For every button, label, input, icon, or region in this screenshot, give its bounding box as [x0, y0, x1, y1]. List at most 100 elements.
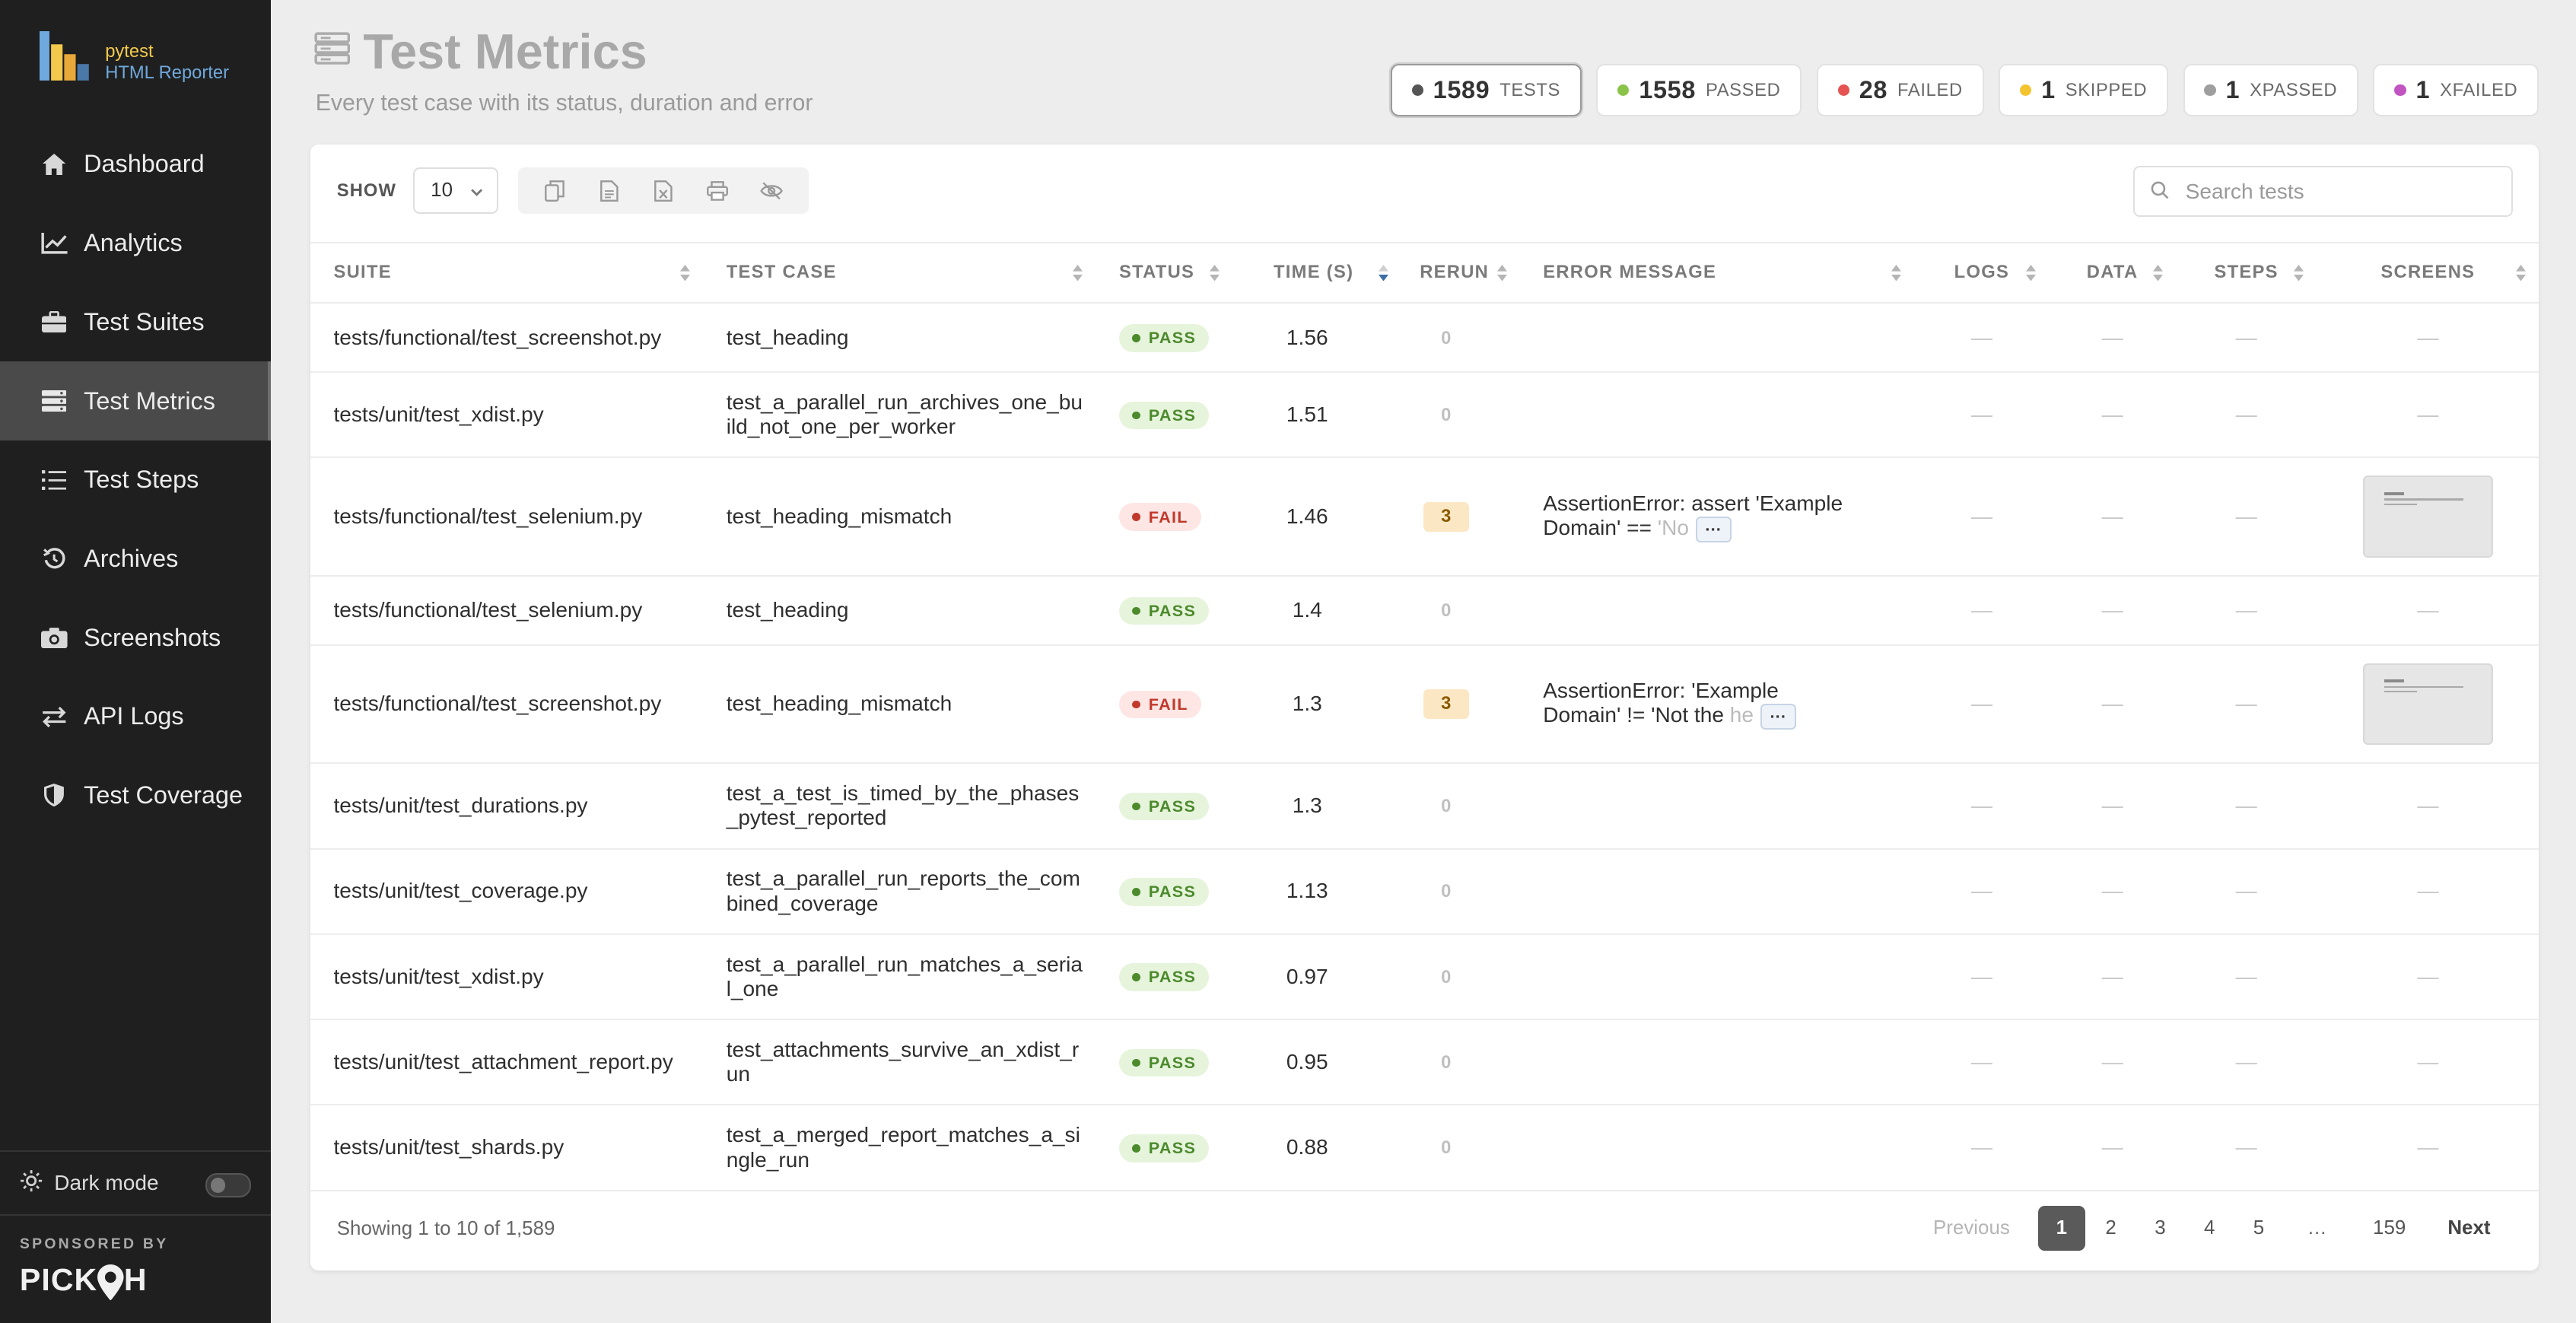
- sidebar-item-test-suites[interactable]: Test Suites: [0, 283, 271, 362]
- excel-file-icon[interactable]: [636, 167, 690, 213]
- steps-cell: —: [2175, 848, 2317, 935]
- rerun-cell: 0: [1401, 372, 1520, 459]
- column-header-screens[interactable]: SCREENS: [2317, 241, 2539, 304]
- pagination-page-2[interactable]: 2: [2105, 1217, 2116, 1239]
- expand-error-button[interactable]: ···: [1760, 703, 1796, 730]
- sidebar-item-analytics[interactable]: Analytics: [0, 204, 271, 283]
- column-header-steps[interactable]: STEPS: [2175, 241, 2317, 304]
- table-header-row: SUITE TEST CASE STATUS TIME (S) RERUN ER…: [310, 241, 2539, 304]
- stat-count: 28: [1859, 76, 1888, 104]
- stat-passed[interactable]: 1558 PASSED: [1596, 64, 1802, 117]
- stat-xfailed[interactable]: 1 XFAILED: [2373, 64, 2539, 117]
- pagination-page-3[interactable]: 3: [2155, 1217, 2166, 1239]
- pagination-previous[interactable]: Previous: [1933, 1217, 2010, 1239]
- sidebar-item-test-coverage[interactable]: Test Coverage: [0, 756, 271, 835]
- table-row[interactable]: tests/unit/test_coverage.py test_a_parall…: [310, 848, 2539, 935]
- time-cell: 1.13: [1232, 848, 1402, 935]
- table-toolbar: SHOW 10: [337, 167, 809, 214]
- table-row[interactable]: tests/functional/test_selenium.py test_he…: [310, 575, 2539, 646]
- screens-cell: —: [2317, 848, 2539, 935]
- table-row[interactable]: tests/functional/test_screenshot.py test_…: [310, 644, 2539, 765]
- data-cell: —: [2049, 575, 2176, 646]
- search-box[interactable]: [2132, 166, 2513, 218]
- sidebar-item-test-steps[interactable]: Test Steps: [0, 440, 271, 520]
- search-icon: [2151, 177, 2169, 206]
- rerun-count: 0: [1441, 881, 1452, 902]
- dark-mode-toggle[interactable]: [205, 1173, 252, 1198]
- table-row[interactable]: tests/unit/test_attachment_report.py test…: [310, 1019, 2539, 1106]
- status-dot: [1617, 84, 1630, 97]
- pagination-page-last[interactable]: 159: [2373, 1217, 2406, 1239]
- status-badge: PASS: [1118, 324, 1210, 352]
- status-dot: [2394, 84, 2406, 97]
- rerun-cell: 3: [1401, 457, 1520, 577]
- data-cell: —: [2049, 457, 2176, 577]
- stat-tests[interactable]: 1589 TESTS: [1390, 64, 1582, 117]
- print-icon[interactable]: [691, 167, 745, 213]
- table-row[interactable]: tests/unit/test_xdist.py test_a_parallel_…: [310, 372, 2539, 459]
- column-header-time[interactable]: TIME (S): [1232, 241, 1402, 304]
- column-header-suite[interactable]: SUITE: [310, 241, 704, 304]
- stat-label: PASSED: [1705, 79, 1781, 100]
- column-header-error-message[interactable]: ERROR MESSAGE: [1519, 241, 1915, 304]
- column-header-label: DATA: [2086, 262, 2139, 283]
- column-header-data[interactable]: DATA: [2049, 241, 2176, 304]
- app-logo[interactable]: pytest HTML Reporter: [39, 31, 229, 84]
- table-row[interactable]: tests/unit/test_durations.py test_a_test_…: [310, 763, 2539, 850]
- column-header-status[interactable]: STATUS: [1096, 241, 1232, 304]
- sidebar-item-dashboard[interactable]: Dashboard: [0, 125, 271, 204]
- sidebar-item-label: Test Metrics: [84, 386, 215, 415]
- pagination: Previous 1 2 3 4 5 … 159 Next: [1929, 1206, 2510, 1251]
- table-row[interactable]: tests/unit/test_shards.py test_a_merged_r…: [310, 1105, 2539, 1191]
- sidebar-item-test-metrics[interactable]: Test Metrics: [0, 361, 272, 440]
- table-row[interactable]: tests/functional/test_screenshot.py test_…: [310, 303, 2539, 374]
- column-header-rerun[interactable]: RERUN: [1401, 241, 1520, 304]
- search-input[interactable]: [2182, 177, 2501, 205]
- logs-cell: —: [1914, 457, 2050, 577]
- sidebar-item-label: Screenshots: [84, 623, 221, 651]
- status-cell: PASS: [1096, 303, 1232, 374]
- hide-columns-icon[interactable]: [745, 167, 799, 213]
- table-row[interactable]: tests/functional/test_selenium.py test_he…: [310, 457, 2539, 577]
- test-case-cell: test_a_parallel_run_reports_the_com bine…: [703, 848, 1096, 935]
- screenshot-thumbnail[interactable]: [2363, 475, 2493, 558]
- status-cell: PASS: [1096, 372, 1232, 459]
- test-case-cell: test_a_merged_report_matches_a_si ngle_r…: [703, 1105, 1096, 1191]
- expand-error-button[interactable]: ···: [1695, 516, 1732, 542]
- logs-cell: —: [1914, 848, 2050, 935]
- column-header-logs[interactable]: LOGS: [1914, 241, 2050, 304]
- sponsor-name-part1: PICK: [19, 1261, 98, 1297]
- pagination-page-5[interactable]: 5: [2253, 1217, 2265, 1239]
- csv-file-icon[interactable]: [582, 167, 636, 213]
- chevron-down-icon: [470, 183, 483, 205]
- stat-xpassed[interactable]: 1 XPASSED: [2183, 64, 2359, 117]
- table-row[interactable]: tests/unit/test_xdist.py test_a_parallel_…: [310, 933, 2539, 1021]
- status-badge: PASS: [1118, 792, 1210, 821]
- page-size-select[interactable]: 10: [412, 167, 498, 214]
- logs-cell: —: [1914, 372, 2050, 459]
- sort-desc-icon: [1379, 264, 1389, 287]
- pagination-page-4[interactable]: 4: [2203, 1217, 2215, 1239]
- stat-skipped[interactable]: 1 SKIPPED: [1999, 64, 2169, 117]
- time-cell: 1.4: [1232, 575, 1402, 646]
- status-label: FAIL: [1148, 694, 1188, 714]
- column-header-label: RERUN: [1420, 262, 1490, 283]
- sidebar-item-screenshots[interactable]: Screenshots: [0, 598, 271, 677]
- sponsor-logo[interactable]: PICK H: [19, 1261, 148, 1301]
- column-header-test-case[interactable]: TEST CASE: [703, 241, 1096, 304]
- error-message-cell: [1519, 933, 1915, 1021]
- pagination-next[interactable]: Next: [2447, 1217, 2491, 1239]
- test-case-cell: test_a_parallel_run_matches_a_seria l_on…: [703, 933, 1096, 1021]
- error-text-truncated: he: [1729, 703, 1754, 727]
- screenshot-thumbnail[interactable]: [2363, 663, 2493, 746]
- sidebar-item-archives[interactable]: Archives: [0, 520, 271, 599]
- time-cell: 0.88: [1232, 1105, 1402, 1191]
- stat-failed[interactable]: 28 FAILED: [1816, 64, 1984, 117]
- pagination-page-1[interactable]: 1: [2037, 1206, 2086, 1251]
- copy-icon[interactable]: [528, 167, 582, 213]
- status-label: PASS: [1148, 882, 1197, 902]
- test-case-cell: test_a_parallel_run_archives_one_bu ild_…: [703, 372, 1096, 459]
- sidebar-item-api-logs[interactable]: API Logs: [0, 677, 271, 756]
- error-message-cell: AssertionError: assert 'Example Domain' …: [1519, 457, 1915, 577]
- logo-icon: [39, 31, 89, 81]
